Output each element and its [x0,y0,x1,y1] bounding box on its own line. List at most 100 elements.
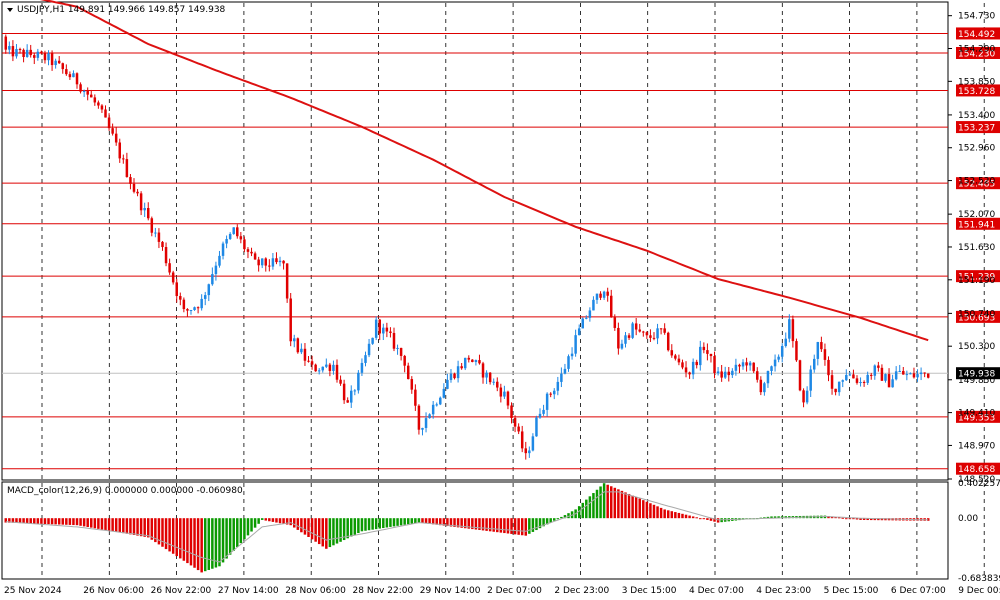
level-label: 154.230 [958,49,995,59]
candle-body [378,319,381,334]
macd-bar [706,518,709,520]
candle-body [382,327,385,334]
macd-bar [271,518,275,522]
macd-signal-line [5,491,929,563]
macd-bar [111,518,114,532]
candle-body [449,373,453,380]
candle-body [275,258,278,263]
candle-body [104,109,107,118]
candle-body [310,361,314,365]
macd-bar [467,518,471,529]
candle-body [474,360,478,362]
macd-bar [545,518,549,525]
macd-bar [146,518,150,538]
candle-body [196,307,200,309]
candle-body [845,374,848,381]
candle-body [841,380,844,382]
macd-bar [75,518,79,526]
macd-bar [631,495,634,519]
macd-bar [243,518,246,540]
macd-bar [524,518,528,536]
macd-bar [563,515,567,519]
macd-bar [346,518,349,539]
macd-bar [506,518,510,534]
candle-body [656,328,659,339]
macd-bar [378,518,381,529]
candle-body [773,359,777,367]
triangle-down-icon[interactable] [7,8,13,12]
candle-body [260,258,264,266]
macd-bar [834,516,837,519]
macd-label: MACD_color(12,26,9) 0.000000 0.000000 -0… [7,486,243,496]
macd-bar [837,517,841,519]
macd-bar [260,518,264,520]
macd-bar [674,512,677,519]
candle-body [759,379,763,393]
macd-bar [221,518,225,563]
candle-body [916,374,919,378]
macd-bar [317,518,321,545]
candle-body [813,358,816,370]
macd-bar [577,506,581,519]
macd-bar [193,518,196,568]
candle-body [360,362,364,373]
macd-bar [171,518,175,554]
time-label: 5 Dec 15:00 [824,586,879,596]
macd-bar [492,518,495,532]
macd-bar [236,518,239,547]
candle-body [342,383,346,401]
macd-bar [567,513,570,519]
macd-bar [22,518,25,524]
candle-body [321,366,325,371]
macd-bar [439,518,442,526]
macd-bar [435,518,438,525]
macd-bar [866,518,869,521]
candle-body [770,366,773,371]
candle-body [702,346,706,351]
time-label: 28 Nov 22:00 [353,586,414,596]
candle-body [891,379,894,388]
candle-body [303,348,307,361]
macd-bar [357,518,360,534]
candle-body [36,51,40,58]
candle-body [317,370,321,372]
candle-body [791,319,795,342]
candle-body [164,247,168,264]
candle-body [609,295,613,318]
candle-body [100,105,104,110]
macd-bar [161,518,164,547]
level-label: 148.658 [958,465,995,475]
macd-bar [132,518,136,535]
candle-body [563,368,567,374]
candle-body [827,359,830,376]
macd-bar [606,484,609,519]
level-label: 153.728 [958,87,995,97]
candle-body [627,335,631,338]
candle-body [923,372,926,374]
macd-bar [392,518,396,527]
macd-bar [770,516,773,519]
macd-bar [624,492,627,519]
macd-bar [97,518,100,529]
candle-body [428,414,431,419]
candle-body [553,390,556,395]
macd-bar [859,518,862,520]
price-tick-label: 152.070 [958,210,995,220]
current-price-label: 149.938 [958,370,995,380]
price-axis: 154.730 154.290 153.850 153.400 152.960 152.5… [948,12,1000,584]
candle-body [431,404,435,415]
macd-bar [82,518,86,527]
macd-bar [510,518,513,534]
candle-body [332,364,335,371]
candle-body [531,436,535,451]
macd-bar [481,518,485,531]
macd-bar [36,518,40,524]
macd-bar [203,518,207,572]
candle-body [588,310,592,318]
macd-bar [709,518,713,521]
candle-body [374,319,378,338]
macd-bar [702,518,706,520]
candle-body [146,208,150,219]
candle-body [602,291,606,298]
candle-body [264,258,268,266]
